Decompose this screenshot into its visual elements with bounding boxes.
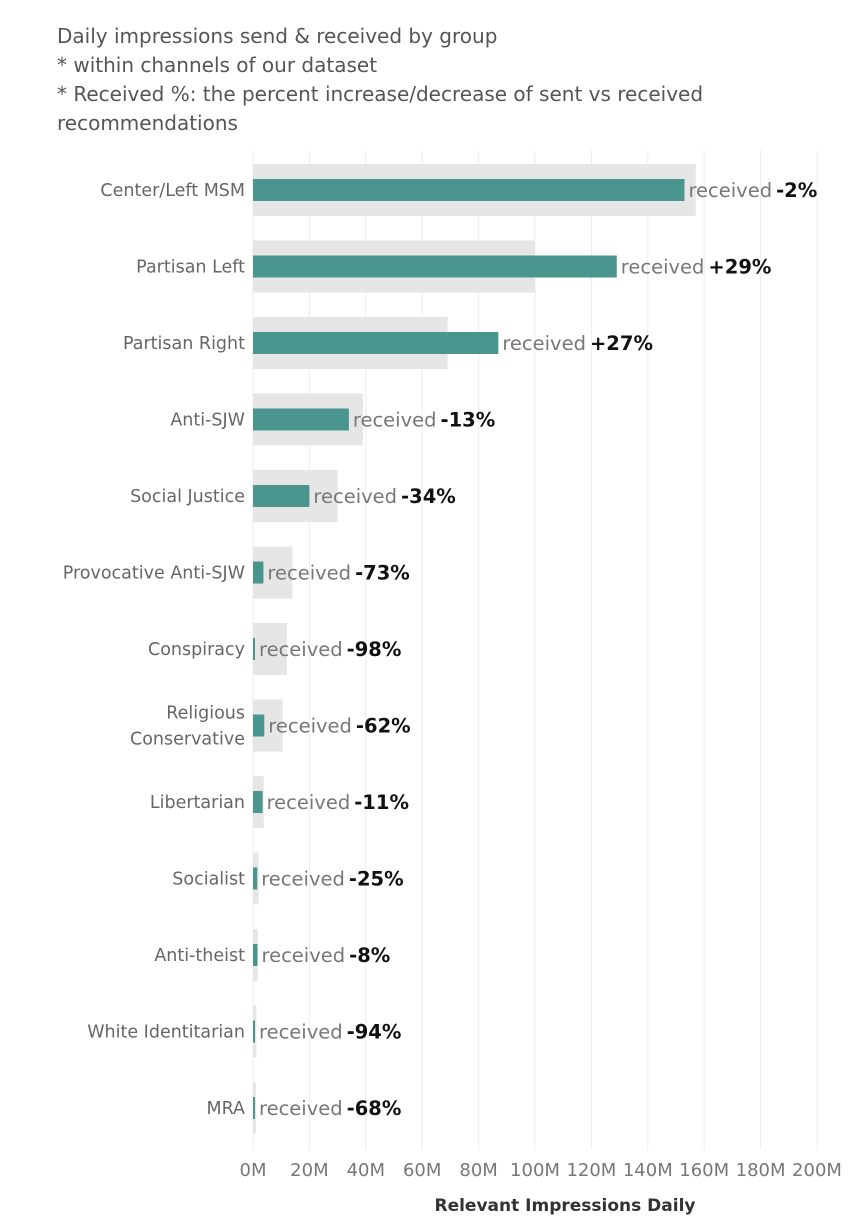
- received-annotation: received -8%: [262, 944, 391, 967]
- received-bar: [253, 1097, 255, 1119]
- category-label: Partisan Right: [123, 334, 245, 354]
- x-axis-ticks: 0M 20M 40M 60M 80M 100M 120M 140M 160M 180M 200M: [240, 1160, 842, 1181]
- received-bar: [253, 714, 265, 737]
- category-label: Anti-theist: [154, 946, 245, 966]
- received-pct-label: -11%: [354, 791, 409, 814]
- received-pct-label: -25%: [349, 868, 404, 891]
- chart-title: Daily impressions send & received by gro…: [57, 24, 498, 48]
- received-word: received: [688, 179, 772, 202]
- x-tick-label: 0M: [240, 1160, 267, 1181]
- x-tick-label: 60M: [403, 1160, 441, 1181]
- received-annotation: received -73%: [267, 562, 409, 585]
- received-bar: [253, 791, 263, 813]
- chart-subtitle-2: * Received %: the percent increase/decre…: [57, 82, 704, 106]
- x-tick-label: 140M: [623, 1160, 673, 1181]
- chart-title-block: Daily impressions send & received by gro…: [57, 22, 847, 138]
- received-annotation: received -62%: [268, 715, 410, 738]
- x-tick-label: 180M: [736, 1160, 786, 1181]
- received-pct-label: -2%: [776, 179, 817, 202]
- category-label: Provocative Anti-SJW: [63, 564, 245, 584]
- received-bar: [253, 561, 264, 584]
- received-bar: [253, 408, 349, 431]
- x-tick-label: 120M: [566, 1160, 616, 1181]
- received-word: received: [313, 485, 397, 508]
- bars: [253, 164, 696, 1134]
- received-pct-label: -34%: [401, 485, 456, 508]
- received-word: received: [268, 715, 352, 738]
- received-annotation: received -98%: [259, 638, 401, 661]
- received-pct-label: -68%: [347, 1097, 402, 1120]
- category-label: MRA: [206, 1099, 245, 1119]
- sent-bar: [253, 623, 287, 675]
- received-pct-label: -94%: [347, 1021, 402, 1044]
- category-label: Religious: [166, 704, 245, 724]
- received-annotation: received +27%: [502, 332, 653, 355]
- received-bar: [253, 944, 258, 966]
- category-label: White Identitarian: [87, 1023, 245, 1043]
- category-label: Anti-SJW: [170, 411, 245, 431]
- received-word: received: [267, 562, 351, 585]
- received-word: received: [353, 409, 437, 432]
- received-pct-label: +29%: [708, 256, 771, 279]
- chart-subtitle-1: * within channels of our dataset: [57, 53, 378, 77]
- category-label: Social Justice: [130, 487, 245, 507]
- category-label: Socialist: [172, 870, 245, 890]
- category-label: Conspiracy: [148, 640, 245, 660]
- received-annotation: received -94%: [259, 1021, 401, 1044]
- received-bar: [253, 255, 617, 278]
- category-label: Partisan Left: [136, 258, 245, 278]
- received-annotation: received -13%: [353, 409, 495, 432]
- x-tick-label: 80M: [459, 1160, 497, 1181]
- received-pct-label: -8%: [349, 944, 390, 967]
- category-label: Libertarian: [150, 793, 245, 813]
- x-tick-label: 100M: [510, 1160, 560, 1181]
- x-tick-label: 200M: [792, 1160, 842, 1181]
- received-pct-label: -13%: [441, 409, 496, 432]
- category-label: Center/Left MSM: [100, 181, 245, 201]
- received-pct-label: +27%: [590, 332, 653, 355]
- received-word: received: [502, 332, 586, 355]
- received-word: received: [259, 638, 343, 661]
- received-word: received: [267, 791, 351, 814]
- received-annotation: received -2%: [688, 179, 817, 202]
- x-tick-label: 40M: [347, 1160, 385, 1181]
- received-word: received: [259, 1097, 343, 1120]
- received-bar: [253, 485, 310, 507]
- received-word: received: [262, 944, 346, 967]
- x-tick-label: 20M: [290, 1160, 328, 1181]
- received-bar: [253, 179, 685, 201]
- received-pct-label: -62%: [356, 715, 411, 738]
- received-bar: [253, 867, 258, 890]
- received-annotation: received -34%: [313, 485, 455, 508]
- received-annotation: received -25%: [261, 868, 403, 891]
- received-bar: [253, 332, 499, 354]
- received-annotation: received -11%: [267, 791, 409, 814]
- received-annotation: received +29%: [621, 256, 772, 279]
- received-word: received: [621, 256, 705, 279]
- received-word: received: [259, 1021, 343, 1044]
- x-axis-title: Relevant Impressions Daily: [434, 1196, 695, 1216]
- received-bar: [253, 638, 255, 660]
- received-word: received: [261, 868, 345, 891]
- category-label: Conservative: [130, 730, 245, 750]
- received-pct-label: -73%: [355, 562, 410, 585]
- received-pct-label: -98%: [347, 638, 402, 661]
- received-bar: [253, 1020, 255, 1043]
- chart-subtitle-3: recommendations: [57, 111, 238, 135]
- received-annotation: received -68%: [259, 1097, 401, 1120]
- x-tick-label: 160M: [679, 1160, 729, 1181]
